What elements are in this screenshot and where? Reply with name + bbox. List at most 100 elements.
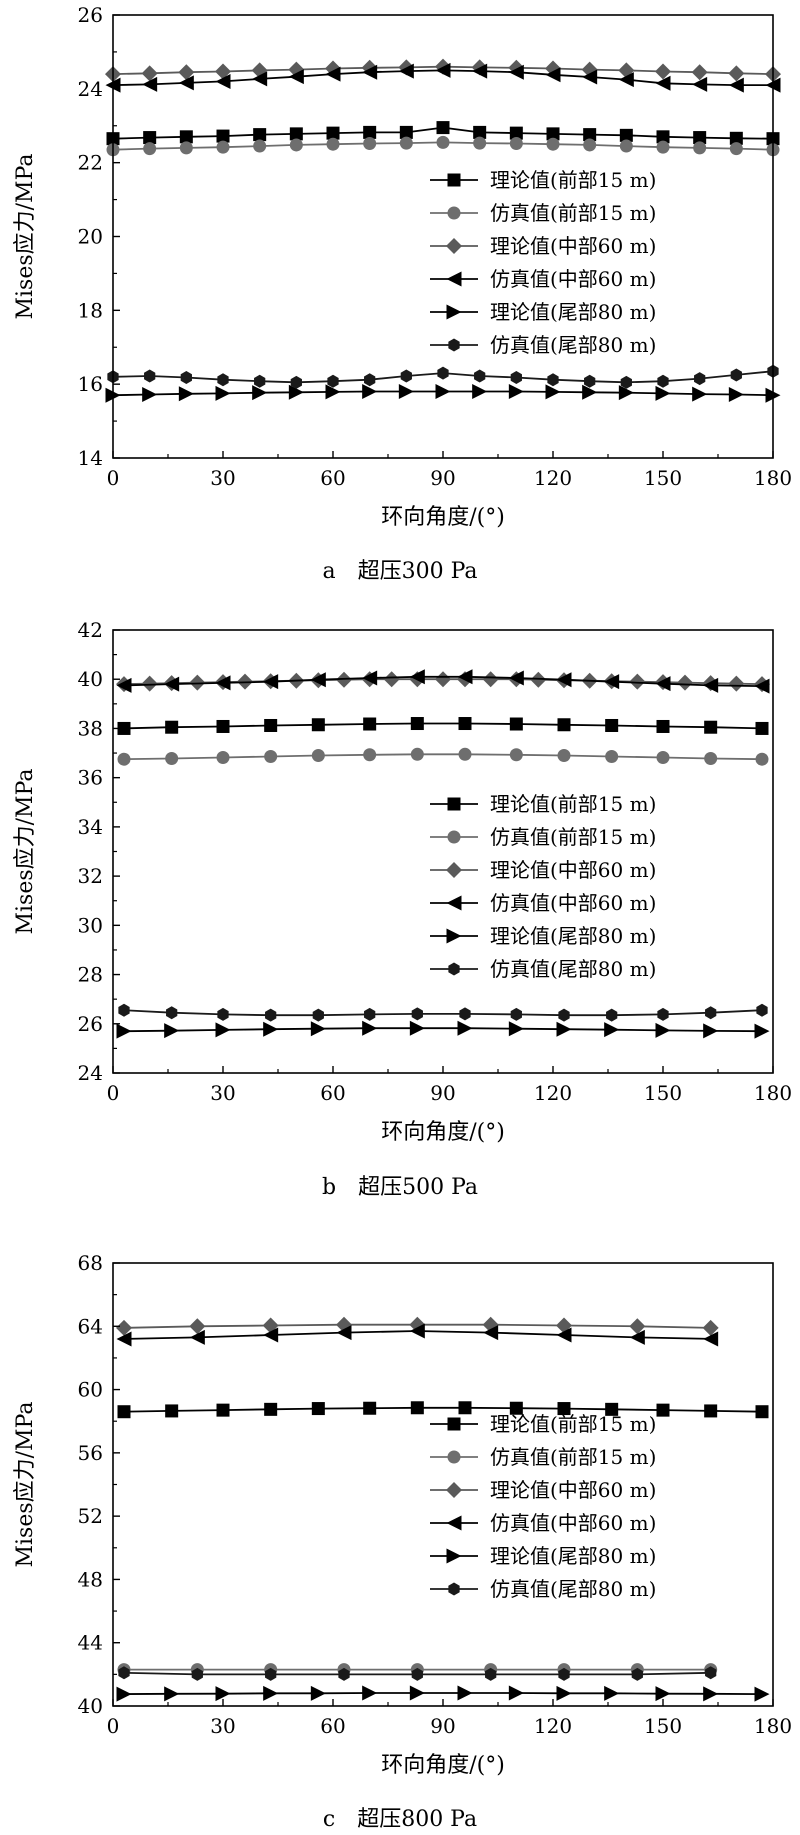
data-point <box>556 1327 572 1343</box>
series-1 <box>117 747 769 766</box>
data-point <box>191 1667 203 1681</box>
data-point <box>164 1023 180 1039</box>
data-point <box>178 64 195 81</box>
data-point <box>264 718 278 732</box>
data-point <box>655 385 671 401</box>
x-tick-label: 180 <box>754 1714 792 1738</box>
data-point <box>620 375 632 389</box>
data-point <box>510 371 522 385</box>
data-point <box>263 1021 279 1037</box>
data-point <box>655 75 671 91</box>
chart-panel-0: 0 30 60 90 120 150 180 14 16 18 20 22 24 26 环向角度/(°) Mi… <box>13 3 792 584</box>
data-point <box>583 138 597 152</box>
x-tick-label: 180 <box>754 466 792 490</box>
y-tick-label: 18 <box>78 298 103 322</box>
data-point <box>728 65 745 82</box>
data-point <box>703 1331 719 1347</box>
data-point <box>755 721 769 735</box>
data-point <box>510 1007 522 1021</box>
data-point <box>143 131 157 145</box>
data-point <box>457 1685 473 1701</box>
data-point <box>117 1405 131 1419</box>
legend-item: 仿真值(尾部80 m) <box>430 333 656 357</box>
legend-label: 仿真值(尾部80 m) <box>490 333 656 357</box>
data-point <box>704 751 718 765</box>
x-tick-label: 120 <box>534 1081 572 1105</box>
data-point <box>362 1020 378 1036</box>
legend-marker <box>446 271 462 287</box>
data-point <box>253 128 267 142</box>
legend-marker <box>448 1582 460 1596</box>
data-point <box>530 671 547 688</box>
data-point <box>508 64 524 80</box>
y-tick-label: 68 <box>78 1251 103 1275</box>
series-line <box>123 1406 763 1413</box>
data-point <box>606 1008 618 1022</box>
y-tick-label: 26 <box>78 3 103 27</box>
data-point <box>704 720 718 734</box>
data-point <box>582 384 598 400</box>
legend-label: 理论值(尾部80 m) <box>490 300 656 324</box>
data-point <box>619 139 633 153</box>
x-tick-label: 60 <box>320 466 345 490</box>
data-point <box>265 1667 277 1681</box>
data-point <box>435 62 451 78</box>
data-point <box>618 72 634 88</box>
data-point <box>363 1401 377 1415</box>
data-point <box>473 136 487 150</box>
chart-panel-2: 0 30 60 90 120 150 180 40 44 48 52 56 60 64 68 环向角度/(°)… <box>13 1251 792 1832</box>
chart-caption: c 超压800 Pa <box>323 1807 477 1832</box>
data-point <box>509 748 523 762</box>
y-tick-label: 40 <box>78 1694 103 1718</box>
series-1 <box>106 135 780 157</box>
x-tick-label: 180 <box>754 1081 792 1105</box>
y-tick-label: 40 <box>78 667 103 691</box>
legend-label: 理论值(前部15 m) <box>490 792 656 816</box>
series-line <box>123 1692 763 1695</box>
y-tick-label: 24 <box>78 1061 103 1085</box>
data-point <box>178 386 194 402</box>
data-point <box>264 1402 278 1416</box>
legend-item: 理论值(尾部80 m) <box>430 1544 656 1568</box>
legend-label: 仿真值(中部60 m) <box>490 1511 656 1535</box>
x-tick-label: 120 <box>534 1714 572 1738</box>
data-point <box>116 1319 132 1336</box>
y-tick-label: 44 <box>78 1631 103 1655</box>
data-point <box>116 1686 132 1702</box>
data-point <box>657 1007 669 1021</box>
data-point <box>754 1023 770 1039</box>
data-point <box>179 130 193 144</box>
data-point <box>754 1686 770 1702</box>
data-point <box>508 1021 524 1037</box>
data-point <box>705 1006 717 1020</box>
data-point <box>509 1401 523 1415</box>
x-tick-label: 60 <box>320 1714 345 1738</box>
data-point <box>215 63 231 80</box>
data-point <box>583 128 597 142</box>
y-tick-label: 24 <box>78 77 103 101</box>
legend-marker <box>447 173 461 187</box>
data-point <box>692 76 708 92</box>
plot-frame <box>112 1262 774 1707</box>
data-point <box>215 1686 231 1702</box>
data-point <box>704 1404 718 1418</box>
data-point <box>631 1667 643 1681</box>
legend-label: 理论值(前部15 m) <box>490 1412 656 1436</box>
data-point <box>618 385 634 401</box>
data-point <box>289 138 303 152</box>
legend-label: 理论值(中部60 m) <box>490 1478 656 1502</box>
data-point <box>363 717 377 731</box>
data-point <box>409 1020 425 1036</box>
data-point <box>410 1401 424 1415</box>
legend-marker <box>448 338 460 352</box>
data-point <box>582 69 598 85</box>
data-point <box>545 67 561 83</box>
data-point <box>629 1318 646 1335</box>
legend-marker <box>447 797 461 811</box>
legend-item: 仿真值(前部15 m) <box>430 201 656 225</box>
data-point <box>703 1686 719 1702</box>
series-5 <box>118 1666 717 1681</box>
data-point <box>693 131 707 145</box>
data-point <box>509 136 523 150</box>
x-tick-label: 90 <box>430 1081 455 1105</box>
